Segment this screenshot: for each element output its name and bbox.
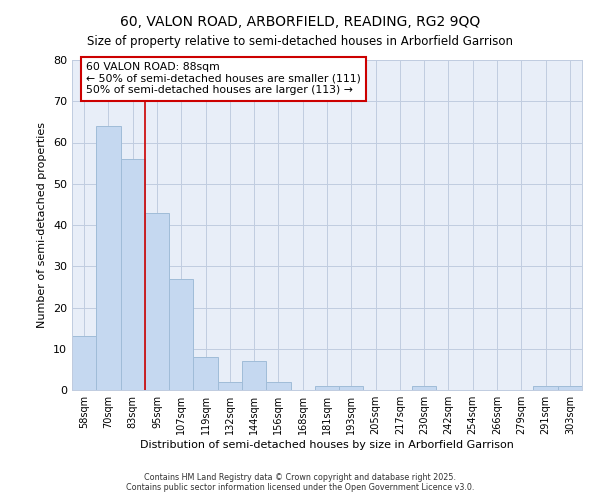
Bar: [558, 386, 582, 390]
Bar: [533, 386, 558, 390]
Text: Contains HM Land Registry data © Crown copyright and database right 2025.
Contai: Contains HM Land Registry data © Crown c…: [126, 473, 474, 492]
Bar: [218, 382, 242, 390]
Text: Size of property relative to semi-detached houses in Arborfield Garrison: Size of property relative to semi-detach…: [87, 35, 513, 48]
Bar: [72, 336, 96, 390]
Bar: [121, 159, 145, 390]
Bar: [96, 126, 121, 390]
Bar: [339, 386, 364, 390]
Y-axis label: Number of semi-detached properties: Number of semi-detached properties: [37, 122, 47, 328]
Bar: [169, 278, 193, 390]
Bar: [315, 386, 339, 390]
Bar: [145, 212, 169, 390]
Bar: [193, 357, 218, 390]
Bar: [266, 382, 290, 390]
Bar: [412, 386, 436, 390]
X-axis label: Distribution of semi-detached houses by size in Arborfield Garrison: Distribution of semi-detached houses by …: [140, 440, 514, 450]
Text: 60, VALON ROAD, ARBORFIELD, READING, RG2 9QQ: 60, VALON ROAD, ARBORFIELD, READING, RG2…: [120, 15, 480, 29]
Text: 60 VALON ROAD: 88sqm
← 50% of semi-detached houses are smaller (111)
50% of semi: 60 VALON ROAD: 88sqm ← 50% of semi-detac…: [86, 62, 361, 96]
Bar: [242, 361, 266, 390]
